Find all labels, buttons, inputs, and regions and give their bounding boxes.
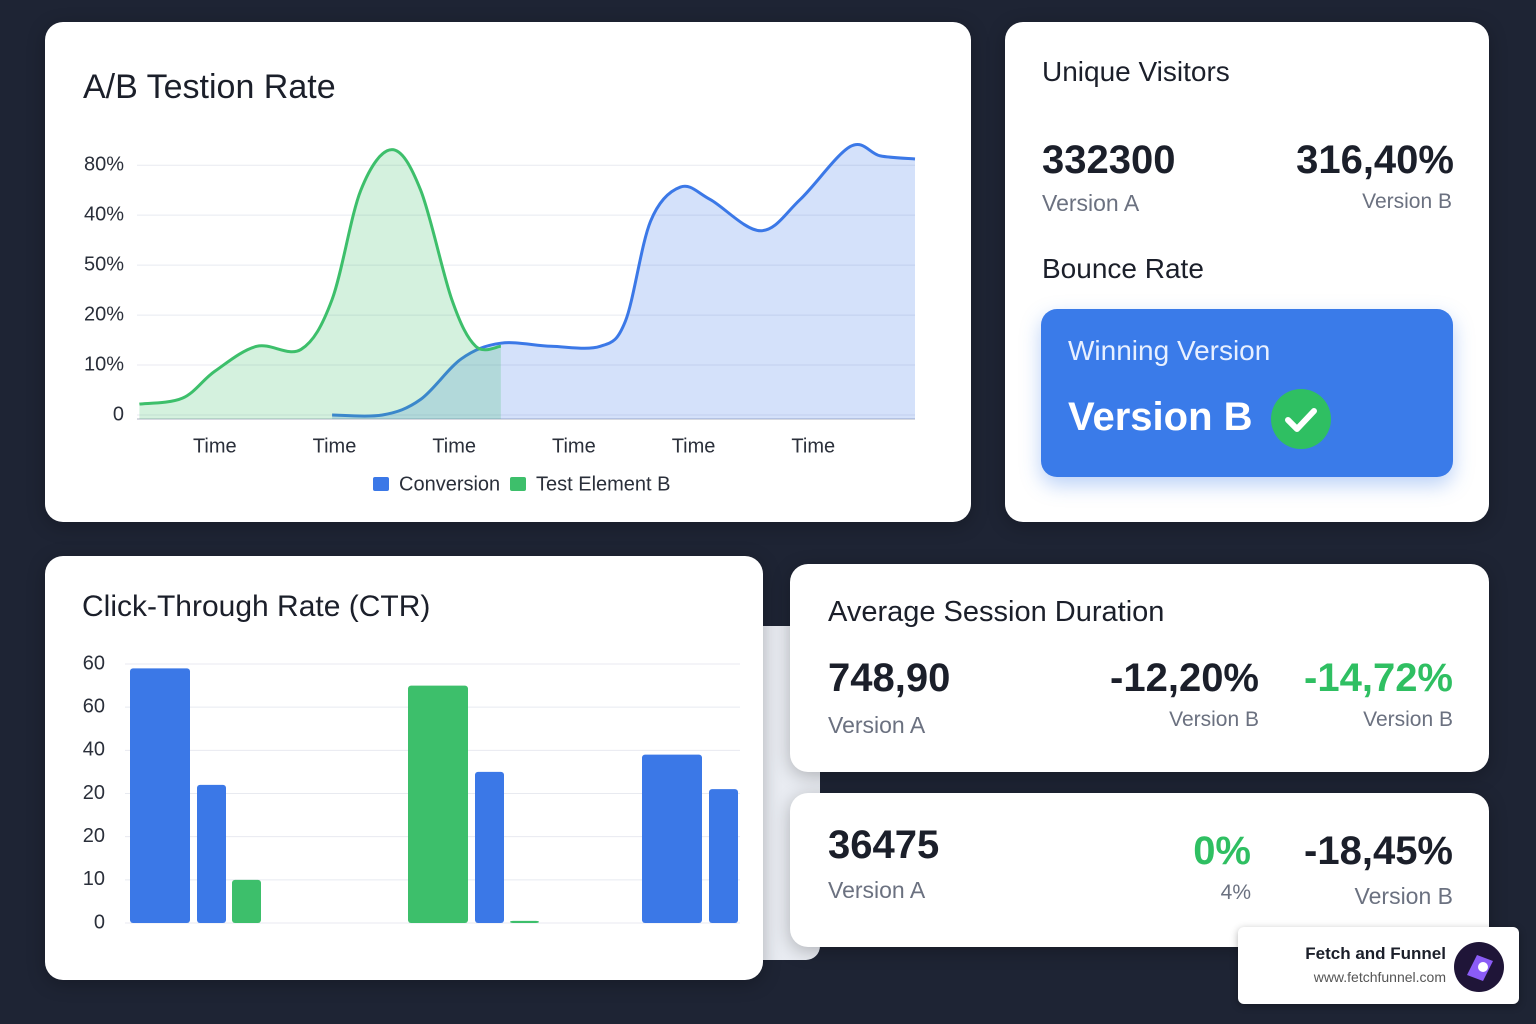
metric-label: 4% [1220,881,1251,904]
metric-label: Version A [828,712,926,738]
chart-title: Click-Through Rate (CTR) [82,590,431,623]
metric-value: 748,90 [828,656,951,700]
brand-logo [1454,942,1504,992]
card-title: Average Session Duration [828,596,1165,628]
brand-badge: Fetch and Funnel www.fetchfunnel.com [1238,927,1519,1004]
brand-url: www.fetchfunnel.com [1313,969,1446,985]
winner-banner: Winning Version Version B [1041,309,1453,477]
chart-title: A/B Testion Rate [83,68,336,106]
metric-value: -18,45% [1304,829,1453,873]
metric-label: Version A [1042,190,1140,216]
check-icon [1271,389,1331,449]
metric-value: 0% [1193,829,1251,873]
metric-value: -14,72% [1304,656,1453,700]
brand-name: Fetch and Funnel [1305,944,1446,963]
session-extra-card: 36475 Version A 0% 4% -18,45% Version B [790,793,1489,947]
banner-value: Version B [1068,395,1253,439]
metric-label: Version B [1362,190,1452,213]
session-card: Average Session Duration 748,90 Version … [790,564,1489,772]
metric-label: Version B [1169,708,1259,731]
bar-card: Click-Through Rate (CTR) [45,556,763,980]
metric-label: Version B [1354,883,1453,909]
metric-value: 332300 [1042,138,1176,182]
metric-value: 36475 [828,823,940,867]
line-card: A/B Testion Rate [45,22,971,522]
metric-value: 316,40% [1296,138,1454,182]
metric-label: Version A [828,877,926,903]
metric-value: -12,20% [1110,656,1259,700]
card-title: Unique Visitors [1042,56,1230,87]
card-title: Bounce Rate [1042,253,1204,284]
visitors-card: Unique Visitors 332300 Version A 316,40%… [1005,22,1489,522]
banner-title: Winning Version [1068,335,1271,366]
metric-label: Version B [1363,708,1453,731]
